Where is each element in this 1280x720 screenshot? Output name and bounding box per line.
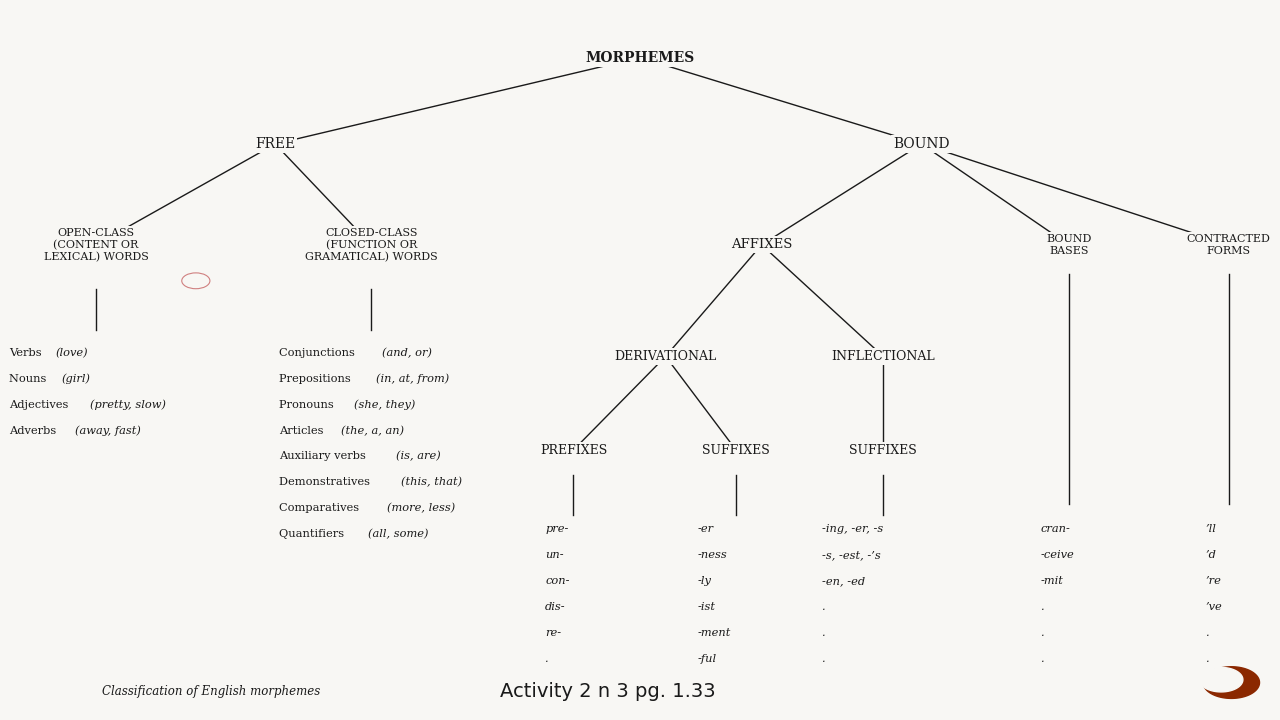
Text: .: . (1041, 654, 1044, 664)
Text: Quantifiers: Quantifiers (279, 529, 348, 539)
Text: -mit: -mit (1041, 576, 1064, 586)
Text: INFLECTIONAL: INFLECTIONAL (832, 350, 934, 363)
Text: BOUND: BOUND (893, 137, 950, 151)
Text: -en, -ed: -en, -ed (822, 576, 865, 586)
Text: .: . (1041, 602, 1044, 612)
Text: .: . (545, 680, 549, 690)
Text: ’ve: ’ve (1206, 602, 1222, 612)
Text: BOUND
BASES: BOUND BASES (1046, 234, 1092, 256)
Text: (is, are): (is, are) (396, 451, 440, 462)
Text: Classification of English morphemes: Classification of English morphemes (102, 685, 320, 698)
Text: (love): (love) (56, 348, 88, 358)
Text: MORPHEMES: MORPHEMES (585, 50, 695, 65)
Text: .: . (822, 602, 826, 612)
Text: SUFFIXES: SUFFIXES (703, 444, 769, 456)
Polygon shape (1203, 667, 1260, 698)
Text: OPEN-CLASS
(CONTENT OR
LEXICAL) WORDS: OPEN-CLASS (CONTENT OR LEXICAL) WORDS (44, 228, 148, 262)
Text: -ly: -ly (698, 576, 712, 586)
Text: -ing, -er, -s: -ing, -er, -s (822, 524, 883, 534)
Text: (girl): (girl) (61, 374, 91, 384)
Text: Adjectives: Adjectives (9, 400, 72, 410)
Text: cran-: cran- (1041, 524, 1070, 534)
Text: PREFIXES: PREFIXES (540, 444, 607, 456)
Text: -s, -est, -’s: -s, -est, -’s (822, 550, 881, 560)
Text: (and, or): (and, or) (381, 348, 431, 358)
Text: .: . (1206, 654, 1210, 664)
Text: -ist: -ist (698, 602, 716, 612)
Text: CLOSED-CLASS
(FUNCTION OR
GRAMATICAL) WORDS: CLOSED-CLASS (FUNCTION OR GRAMATICAL) WO… (305, 228, 438, 262)
Text: pre-: pre- (545, 524, 568, 534)
Text: DERIVATIONAL: DERIVATIONAL (614, 350, 717, 363)
Text: un-: un- (545, 550, 564, 560)
Text: Comparatives: Comparatives (279, 503, 362, 513)
Text: -ful: -ful (698, 654, 717, 664)
Text: .: . (1206, 680, 1210, 690)
Text: FREE: FREE (255, 137, 296, 151)
Text: Adverbs: Adverbs (9, 426, 60, 436)
Text: (this, that): (this, that) (401, 477, 462, 487)
Text: .: . (545, 654, 549, 664)
Text: .: . (822, 628, 826, 638)
Text: Conjunctions: Conjunctions (279, 348, 358, 358)
Text: .: . (698, 680, 701, 690)
Text: (all, some): (all, some) (367, 529, 429, 539)
Text: Prepositions: Prepositions (279, 374, 355, 384)
Text: (in, at, from): (in, at, from) (376, 374, 449, 384)
Text: .: . (1206, 628, 1210, 638)
Text: dis-: dis- (545, 602, 566, 612)
Text: (away, fast): (away, fast) (74, 426, 141, 436)
Text: re-: re- (545, 628, 562, 638)
Text: ’d: ’d (1206, 550, 1216, 560)
Text: Demonstratives: Demonstratives (279, 477, 374, 487)
Text: Verbs: Verbs (9, 348, 45, 358)
Text: (the, a, an): (the, a, an) (342, 426, 404, 436)
Text: ’re: ’re (1206, 576, 1221, 586)
Text: .: . (1041, 628, 1044, 638)
Polygon shape (1199, 667, 1243, 692)
Text: -ceive: -ceive (1041, 550, 1074, 560)
Text: -ment: -ment (698, 628, 731, 638)
Text: -er: -er (698, 524, 714, 534)
Text: con-: con- (545, 576, 570, 586)
Text: (she, they): (she, they) (355, 400, 416, 410)
Text: Nouns: Nouns (9, 374, 50, 384)
Text: -ness: -ness (698, 550, 727, 560)
Text: CONTRACTED
FORMS: CONTRACTED FORMS (1187, 234, 1271, 256)
Text: Auxiliary verbs: Auxiliary verbs (279, 451, 370, 462)
Text: ’ll: ’ll (1206, 524, 1216, 534)
Text: (more, less): (more, less) (387, 503, 456, 513)
Text: AFFIXES: AFFIXES (731, 238, 792, 251)
Text: SUFFIXES: SUFFIXES (850, 444, 916, 456)
Text: .: . (822, 654, 826, 664)
Text: Pronouns: Pronouns (279, 400, 338, 410)
Text: Articles: Articles (279, 426, 328, 436)
Text: Activity 2 n 3 pg. 1.33: Activity 2 n 3 pg. 1.33 (500, 682, 716, 701)
Text: (pretty, slow): (pretty, slow) (91, 400, 166, 410)
